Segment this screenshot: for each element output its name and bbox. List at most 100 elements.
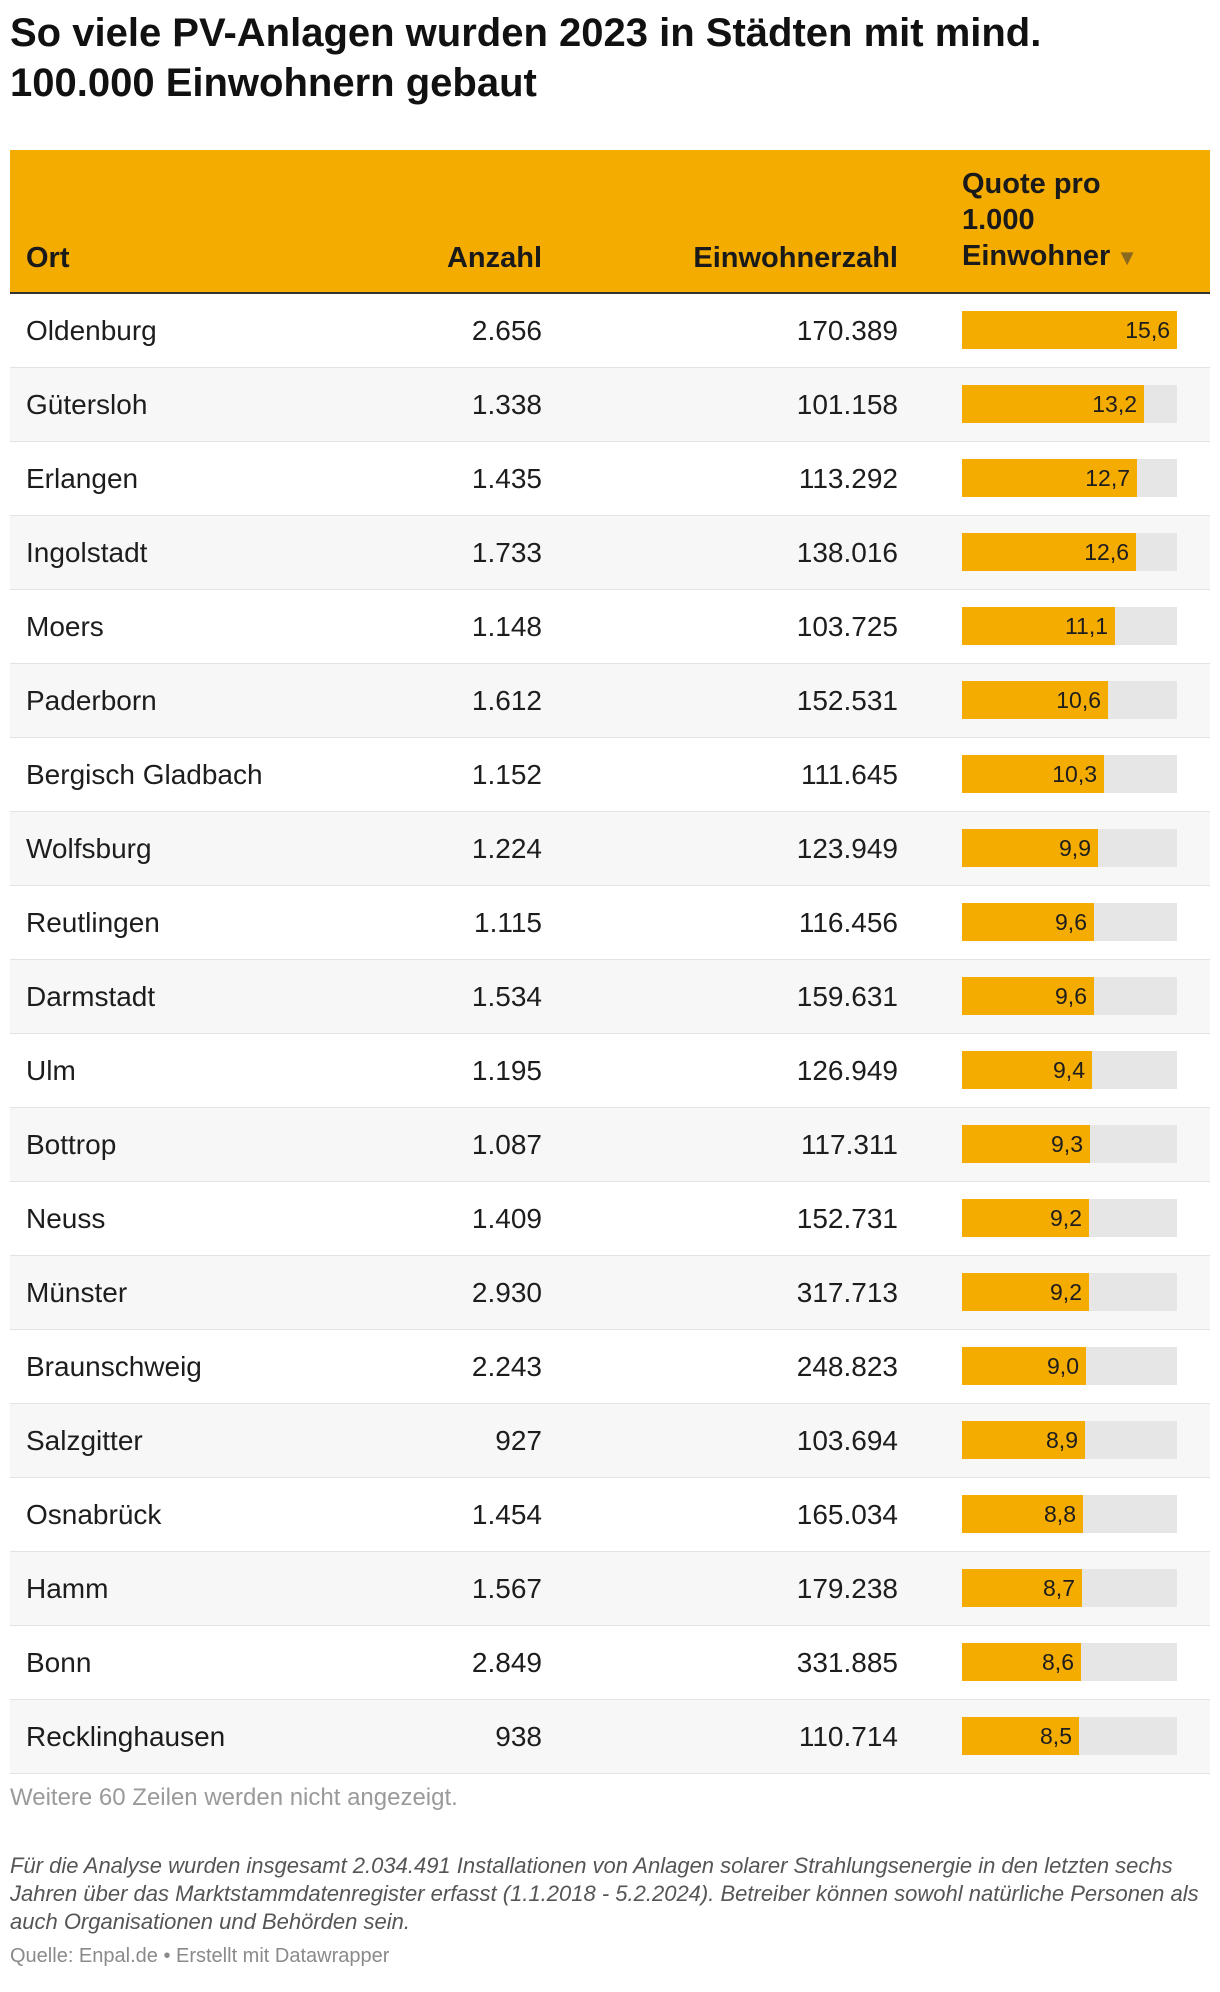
cell-ort: Osnabrück — [26, 1499, 162, 1530]
header-quote-label: Quote pro 1.000 Einwohner — [962, 168, 1111, 272]
quote-bar — [962, 1199, 1089, 1237]
cell-einwohnerzahl: 101.158 — [796, 389, 898, 420]
quote-bar — [962, 533, 1136, 571]
cell-anzahl: 1.152 — [471, 759, 542, 790]
cell-ort: Darmstadt — [26, 981, 156, 1012]
quote-value-label: 8,7 — [1043, 1575, 1075, 1601]
quote-bar — [962, 977, 1094, 1015]
cell-einwohnerzahl: 103.694 — [796, 1425, 898, 1456]
cell-anzahl: 1.195 — [471, 1055, 542, 1086]
quote-value-label: 8,9 — [1046, 1427, 1078, 1453]
quote-bar-track: 9,9 — [962, 829, 1177, 867]
cell-ort: Ingolstadt — [26, 537, 148, 568]
cell-anzahl: 1.435 — [471, 463, 542, 494]
cell-ort: Reutlingen — [26, 907, 160, 938]
table-row: Paderborn 1.612 152.531 10,6 — [10, 664, 1210, 738]
chart-title: So viele PV-Anlagen wurden 2023 in Städt… — [10, 11, 1042, 105]
quote-value-label: 15,6 — [1125, 317, 1170, 343]
quote-value-label: 9,2 — [1050, 1205, 1082, 1231]
table-row: Hamm 1.567 179.238 8,7 — [10, 1552, 1210, 1626]
cell-ort: Paderborn — [26, 685, 157, 716]
quote-value-label: 8,6 — [1042, 1649, 1074, 1675]
cell-anzahl: 1.409 — [471, 1203, 542, 1234]
cell-anzahl: 1.115 — [474, 907, 542, 938]
footnote: Für die Analyse wurden insgesamt 2.034.4… — [10, 1853, 1199, 1934]
source-line: Quelle: Enpal.de • Erstellt mit Datawrap… — [10, 1945, 390, 1967]
quote-bar-track: 8,7 — [962, 1569, 1177, 1607]
header-anzahl[interactable]: Anzahl — [446, 242, 542, 274]
table-row: Salzgitter 927 103.694 8,9 — [10, 1404, 1210, 1478]
quote-bar — [962, 903, 1094, 941]
table-body: Oldenburg 2.656 170.389 15,6 Gütersloh 1.338 1… — [10, 294, 1210, 1774]
more-rows-note: Weitere 60 Zeilen werden nicht angezeigt… — [10, 1784, 458, 1811]
cell-einwohnerzahl: 123.949 — [796, 833, 898, 864]
cell-anzahl: 2.243 — [471, 1351, 542, 1382]
cell-einwohnerzahl: 116.456 — [798, 907, 898, 938]
cell-anzahl: 938 — [495, 1721, 542, 1752]
table-row: Darmstadt 1.534 159.631 9,6 — [10, 960, 1210, 1034]
quote-value-label: 10,6 — [1056, 687, 1101, 713]
cell-ort: Oldenburg — [26, 315, 157, 346]
quote-bar-track: 10,3 — [962, 755, 1177, 793]
quote-value-label: 9,0 — [1047, 1353, 1079, 1379]
cell-ort: Bottrop — [26, 1129, 117, 1160]
cell-ort: Bergisch Gladbach — [26, 759, 263, 790]
data-table: Ort Anzahl Einwohnerzahl Quote pro 1.000… — [10, 150, 1210, 1774]
cell-einwohnerzahl: 117.311 — [800, 1129, 898, 1160]
cell-ort: Hamm — [26, 1573, 109, 1604]
table-row: Neuss 1.409 152.731 9,2 — [10, 1182, 1210, 1256]
cell-anzahl: 1.612 — [471, 685, 542, 716]
table-row: Recklinghausen 938 110.714 8,5 — [10, 1700, 1210, 1774]
cell-einwohnerzahl: 103.725 — [796, 611, 898, 642]
cell-ort: Bonn — [26, 1647, 92, 1678]
quote-bar — [962, 1051, 1092, 1089]
table-row: Wolfsburg 1.224 123.949 9,9 — [10, 812, 1210, 886]
table-row: Oldenburg 2.656 170.389 15,6 — [10, 294, 1210, 368]
quote-value-label: 9,6 — [1055, 983, 1087, 1009]
table-row: Bonn 2.849 331.885 8,6 — [10, 1626, 1210, 1700]
quote-value-label: 9,9 — [1059, 835, 1091, 861]
table-row: Gütersloh 1.338 101.158 13,2 — [10, 368, 1210, 442]
cell-einwohnerzahl: 331.885 — [796, 1647, 898, 1678]
cell-ort: Moers — [26, 611, 104, 642]
quote-bar — [962, 1643, 1081, 1681]
quote-bar-track: 8,5 — [962, 1717, 1177, 1755]
header-ort[interactable]: Ort — [26, 242, 70, 274]
quote-bar — [962, 1717, 1079, 1755]
cell-ort: Salzgitter — [26, 1425, 143, 1456]
quote-bar — [962, 829, 1098, 867]
quote-bar-track: 13,2 — [962, 385, 1177, 423]
cell-anzahl: 927 — [495, 1425, 542, 1456]
cell-anzahl: 1.534 — [471, 981, 542, 1012]
quote-value-label: 10,3 — [1052, 761, 1097, 787]
quote-bar — [962, 681, 1108, 719]
quote-value-label: 8,5 — [1040, 1723, 1072, 1749]
quote-value-label: 13,2 — [1092, 391, 1137, 417]
cell-ort: Ulm — [26, 1055, 76, 1086]
quote-bar-track: 10,6 — [962, 681, 1177, 719]
quote-value-label: 9,4 — [1053, 1057, 1085, 1083]
quote-bar-track: 9,4 — [962, 1051, 1177, 1089]
quote-bar-track: 8,9 — [962, 1421, 1177, 1459]
header-quote[interactable]: Quote pro 1.000 Einwohner ▼ — [962, 166, 1162, 276]
cell-ort: Gütersloh — [26, 389, 148, 420]
quote-bar — [962, 1273, 1089, 1311]
cell-einwohnerzahl: 113.292 — [798, 463, 898, 494]
quote-bar — [962, 459, 1137, 497]
cell-anzahl: 1.224 — [471, 833, 542, 864]
cell-anzahl: 2.849 — [471, 1647, 542, 1678]
quote-value-label: 9,6 — [1055, 909, 1087, 935]
cell-einwohnerzahl: 248.823 — [796, 1351, 898, 1382]
cell-ort: Braunschweig — [26, 1351, 202, 1382]
quote-bar — [962, 755, 1104, 793]
quote-bar-track: 9,3 — [962, 1125, 1177, 1163]
quote-bar-track: 12,7 — [962, 459, 1177, 497]
table-row: Ingolstadt 1.733 138.016 12,6 — [10, 516, 1210, 590]
cell-einwohnerzahl: 152.731 — [796, 1203, 898, 1234]
quote-bar-track: 8,6 — [962, 1643, 1177, 1681]
header-einwohnerzahl[interactable]: Einwohnerzahl — [693, 242, 898, 274]
cell-einwohnerzahl: 165.034 — [796, 1499, 898, 1530]
cell-ort: Erlangen — [26, 463, 139, 494]
cell-ort: Neuss — [26, 1203, 106, 1234]
